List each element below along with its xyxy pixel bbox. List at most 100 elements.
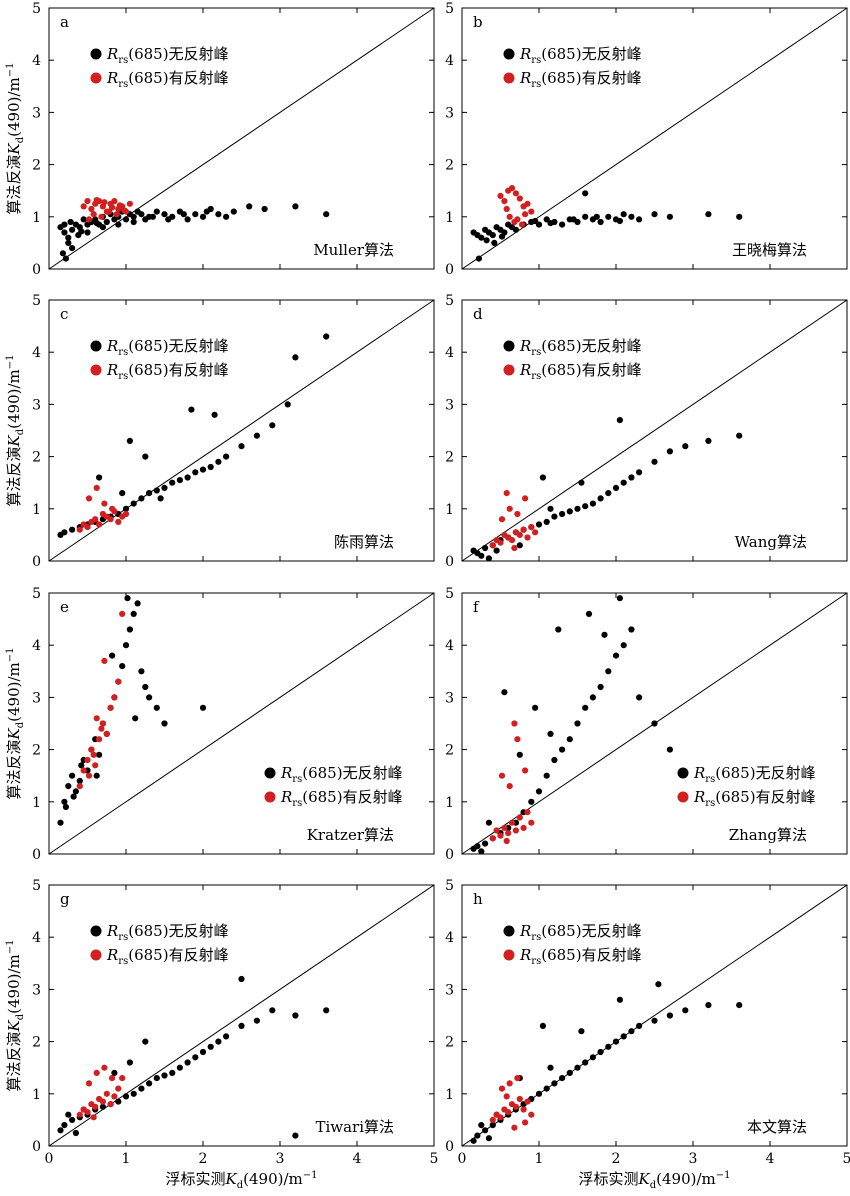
point-no_peak: [223, 453, 230, 460]
legend-text: 无反射峰: [756, 764, 816, 782]
point-no_peak: [651, 458, 658, 465]
point-no_peak: [138, 668, 145, 675]
x-label-tail: (490)/m: [656, 1170, 716, 1188]
point-peak: [511, 544, 518, 552]
panel-letter: g: [60, 890, 70, 908]
point-peak: [115, 518, 122, 526]
legend-band: (685): [128, 361, 168, 379]
legend-marker-peak: [90, 72, 102, 84]
point-no_peak: [161, 484, 168, 491]
point-no_peak: [153, 704, 160, 711]
point-no_peak: [130, 1090, 137, 1097]
point-peak: [524, 809, 531, 816]
point-no_peak: [199, 213, 207, 220]
point-peak: [514, 510, 521, 518]
legend-label-no_peak: Rrs(685)无反射峰: [106, 45, 229, 66]
point-peak: [109, 505, 116, 512]
point-no_peak: [555, 626, 562, 633]
point-no_peak: [61, 221, 68, 228]
y-label-exponent: −1: [5, 62, 16, 77]
point-no_peak: [478, 552, 485, 559]
plot-frame: [48, 884, 435, 1147]
point-peak: [489, 542, 496, 549]
legend-band: (685): [128, 69, 168, 87]
point-no_peak: [593, 213, 600, 220]
legend-label-peak: Rrs(685)有反射峰: [519, 946, 642, 967]
y-tick-label: 4: [32, 53, 41, 69]
point-no_peak: [223, 213, 230, 220]
point-peak: [88, 746, 95, 753]
legend-symbol: R: [280, 764, 292, 782]
point-peak: [522, 211, 529, 218]
point-no_peak: [132, 715, 139, 722]
y-tick-label: 4: [445, 53, 454, 69]
y-axis-label: 算法反演Kd(490)/m−1: [5, 62, 26, 214]
plot-frame: [48, 299, 435, 562]
legend-band: (685): [128, 45, 168, 63]
y-tick-label: 2: [445, 158, 454, 174]
point-peak: [115, 678, 122, 685]
point-peak: [498, 772, 506, 779]
point-no_peak: [161, 1072, 168, 1079]
algorithm-label: Zhang算法: [729, 826, 807, 844]
point-no_peak: [96, 751, 103, 758]
point-no_peak: [574, 505, 581, 512]
point-no_peak: [482, 1127, 489, 1134]
panel-letter: c: [60, 305, 68, 323]
point-peak: [516, 814, 523, 821]
point-no_peak: [184, 1059, 191, 1066]
point-no_peak: [516, 751, 523, 758]
point-no_peak: [126, 1059, 133, 1066]
point-peak: [96, 736, 103, 743]
legend-text: 无反射峰: [582, 922, 642, 940]
legend-band: (685): [128, 922, 168, 940]
point-no_peak: [570, 216, 577, 223]
legend-label-peak: Rrs(685)有反射峰: [693, 788, 816, 809]
legend-text: 有反射峰: [582, 69, 642, 87]
x-tick-label: 2: [199, 1151, 208, 1167]
point-peak: [84, 756, 91, 764]
point-peak: [101, 657, 108, 665]
point-no_peak: [616, 217, 624, 225]
point-no_peak: [61, 1122, 68, 1129]
y-tick-label: 1: [445, 502, 454, 518]
point-no_peak: [485, 1135, 492, 1142]
x-tick-label: 2: [612, 1151, 621, 1167]
point-no_peak: [138, 1085, 145, 1092]
y-tick-label: 5: [32, 586, 41, 602]
y-tick-label: 4: [32, 345, 41, 361]
point-peak: [512, 827, 520, 834]
point-no_peak: [57, 1127, 64, 1134]
point-peak: [101, 1064, 108, 1071]
point-no_peak: [489, 1122, 496, 1129]
y-tick-label: 3: [32, 397, 41, 413]
legend-text: 有反射峰: [582, 361, 642, 379]
point-no_peak: [138, 211, 145, 218]
legend-label-peak: Rrs(685)有反射峰: [106, 69, 229, 90]
x-axis-label: 浮标实测Kd(490)/m−1: [578, 1170, 730, 1191]
algorithm-label: Muller算法: [313, 241, 394, 259]
point-no_peak: [474, 1132, 481, 1139]
point-peak: [119, 610, 126, 618]
y-label-subscript: d: [15, 1013, 26, 1020]
legend-text: 有反射峰: [169, 69, 229, 87]
point-no_peak: [61, 229, 68, 236]
point-no_peak: [539, 1022, 547, 1029]
legend-subscript: rs: [292, 798, 302, 809]
legend-marker-peak: [503, 949, 515, 961]
point-no_peak: [93, 772, 100, 779]
legend-subscript: rs: [531, 79, 541, 90]
point-no_peak: [512, 226, 520, 233]
point-no_peak: [93, 220, 100, 227]
point-peak: [503, 205, 510, 213]
legend-band: (685): [541, 45, 581, 63]
point-peak: [84, 198, 91, 205]
legend-text: 有反射峰: [582, 946, 642, 964]
algorithm-label: 王晓梅算法: [732, 241, 807, 259]
point-no_peak: [72, 1129, 79, 1137]
legend-subscript: rs: [531, 932, 541, 943]
point-no_peak: [124, 595, 131, 602]
point-no_peak: [620, 211, 627, 218]
point-no_peak: [161, 720, 168, 727]
point-no_peak: [532, 704, 539, 711]
